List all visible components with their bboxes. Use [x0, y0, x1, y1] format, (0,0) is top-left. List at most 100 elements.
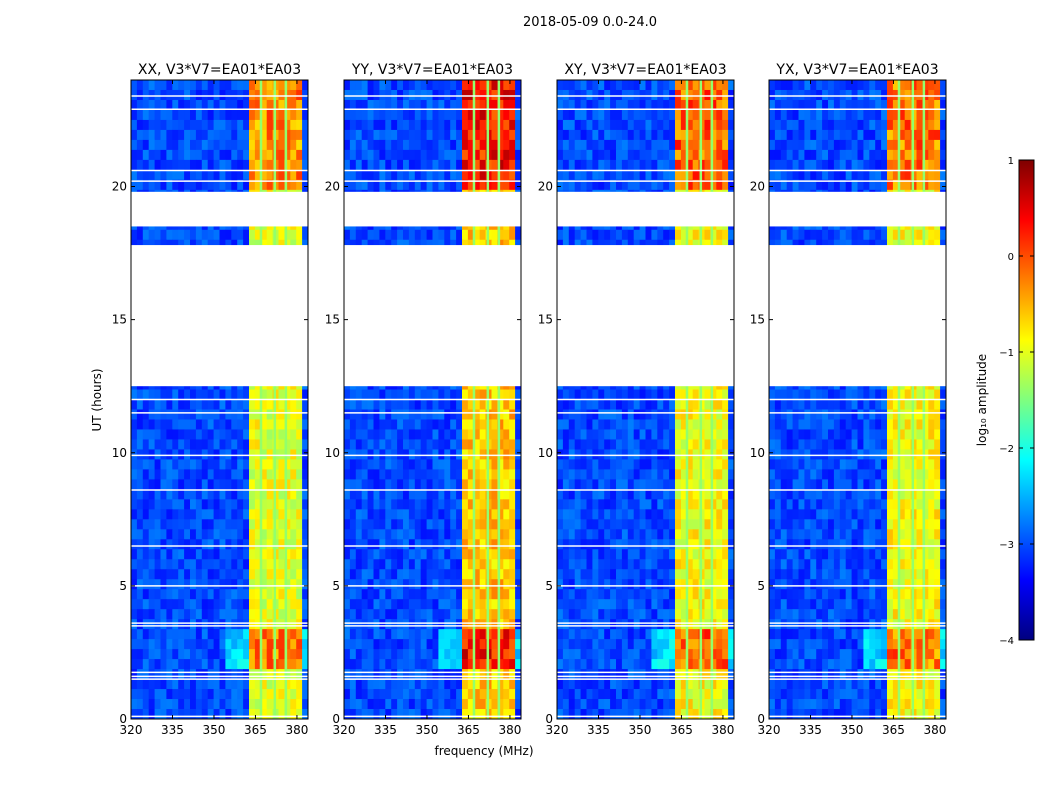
heatmap-cell [349, 229, 357, 241]
heatmap-cell [645, 129, 652, 141]
heatmap-cell [562, 119, 570, 131]
heatmap-cell [456, 469, 463, 480]
heatmap-cell [462, 669, 469, 680]
heatmap-cell [509, 559, 516, 570]
heatmap-cell [403, 529, 410, 540]
heatmap-cell [616, 399, 623, 410]
heatmap-cell [219, 509, 226, 520]
heatmap-cell [355, 639, 363, 650]
heatmap-cell [657, 89, 664, 101]
heatmap-cell [254, 519, 262, 530]
heatmap-cell [207, 389, 214, 400]
heatmap-cell [716, 179, 723, 191]
heatmap-cell [166, 579, 173, 590]
heatmap-cell [349, 559, 357, 570]
heatmap-cell [420, 529, 427, 540]
heatmap-cell [172, 689, 179, 700]
heatmap-cell [142, 429, 150, 440]
heatmap-cell [426, 599, 433, 610]
heatmap-cell [456, 139, 463, 151]
heatmap-cell [190, 479, 197, 490]
heatmap-cell [426, 239, 433, 251]
heatmap-cell [403, 109, 410, 121]
heatmap-cell [207, 569, 214, 580]
heatmap-cell [473, 129, 481, 141]
heatmap-cell [260, 129, 268, 141]
heatmap-cell [154, 459, 161, 470]
heatmap-cell [136, 689, 144, 700]
heatmap-cell [716, 99, 723, 111]
heatmap-cell [408, 409, 416, 420]
heatmap-cell [266, 589, 273, 600]
heatmap-cell [225, 579, 232, 590]
heatmap-cell [249, 439, 256, 450]
heatmap-cell [148, 609, 155, 620]
heatmap-cell [219, 519, 226, 530]
heatmap-cell [503, 599, 510, 610]
heatmap-cell [462, 579, 469, 590]
heatmap-cell [254, 429, 262, 440]
heatmap-cell [403, 489, 410, 500]
heatmap-cell [344, 439, 351, 450]
heatmap-cell [491, 469, 498, 480]
heatmap-cell [290, 559, 297, 570]
heatmap-cell [213, 239, 220, 251]
heatmap-cell [438, 519, 445, 530]
heatmap-cell [473, 559, 481, 570]
heatmap-cell [254, 609, 262, 620]
heatmap-cell [397, 669, 404, 680]
heatmap-cell [633, 129, 640, 141]
heatmap-cell [154, 569, 161, 580]
heatmap-cell [408, 469, 416, 480]
heatmap-cell [426, 429, 433, 440]
heatmap-cell [166, 139, 173, 151]
heatmap-cell [154, 239, 161, 251]
heatmap-cell [568, 169, 576, 181]
heatmap-cell [420, 389, 427, 400]
heatmap-cell [237, 589, 244, 600]
heatmap-cell [213, 409, 220, 420]
heatmap-cell [260, 169, 268, 181]
heatmap-cell [426, 569, 433, 580]
heatmap-cell [645, 80, 652, 91]
heatmap-cell [296, 679, 303, 690]
heatmap-cell [290, 149, 297, 161]
heatmap-cell [379, 709, 386, 719]
heatmap-cell [385, 119, 392, 131]
heatmap-cell [509, 99, 516, 111]
heatmap-cell [675, 119, 682, 131]
heatmap-cell [710, 149, 717, 161]
heatmap-cell [497, 399, 504, 410]
heatmap-cell [302, 89, 308, 101]
heatmap-cell [408, 639, 416, 650]
heatmap-cell [219, 659, 226, 670]
heatmap-cell [414, 479, 422, 490]
heatmap-cell [503, 659, 510, 670]
heatmap-cell [207, 89, 214, 101]
heatmap-cell [444, 80, 451, 91]
heatmap-cell [237, 389, 244, 400]
heatmap-cell [219, 399, 226, 410]
heatmap-cell [491, 569, 498, 580]
heatmap-cell [420, 159, 427, 171]
heatmap-cell [497, 609, 504, 620]
heatmap-cell [432, 80, 439, 91]
heatmap-cell [225, 389, 232, 400]
heatmap-cell [391, 429, 398, 440]
heatmap-cell [438, 679, 445, 690]
heatmap-cell [290, 439, 297, 450]
heatmap-cell [479, 439, 486, 450]
heatmap-cell [266, 679, 273, 690]
heatmap-cell [627, 99, 635, 111]
heatmap-cell [154, 529, 161, 540]
heatmap-cell [172, 599, 179, 610]
heatmap-cell [225, 519, 232, 530]
heatmap-cell [586, 109, 593, 121]
heatmap-cell [515, 109, 521, 121]
heatmap-cell [456, 399, 463, 410]
heatmap-cell [621, 99, 629, 111]
heatmap-cell [420, 619, 427, 630]
heatmap-cell [509, 579, 516, 590]
heatmap-cell [195, 99, 203, 111]
heatmap-cell [391, 119, 398, 131]
